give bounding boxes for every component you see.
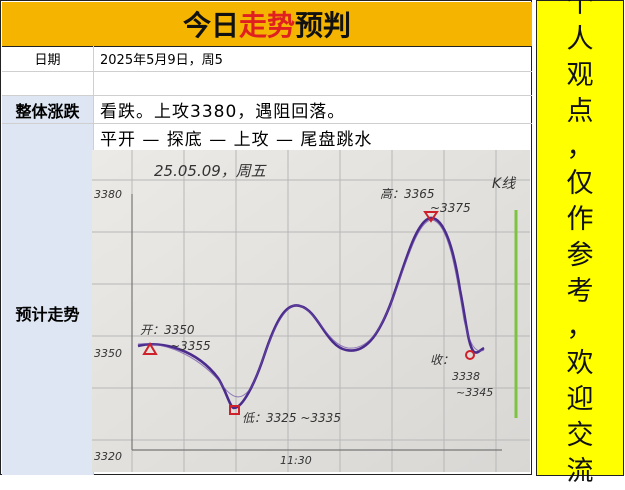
- forecast-row: 预计走势: [2, 151, 532, 475]
- title-highlight: 走势: [238, 9, 295, 42]
- close-marker: [465, 350, 475, 360]
- sidebar-char: 人: [566, 24, 594, 55]
- sidebar-char: 流: [566, 456, 594, 487]
- title-part1: 今日: [182, 9, 239, 42]
- y-label-top: 3380: [94, 188, 122, 201]
- close-note-2: 3338: [452, 370, 480, 383]
- sidebar-char: 仅: [566, 168, 594, 199]
- high-note-2: ~3375: [430, 201, 471, 215]
- sidebar-char: 作: [566, 204, 594, 235]
- open-note-2: ~3355: [170, 339, 211, 353]
- disclaimer-sidebar: 个人观点 ， 仅作参考 ， 欢迎交流: [536, 0, 624, 487]
- sidebar-char: 迎: [566, 384, 594, 415]
- sidebar-char: 观: [566, 60, 594, 91]
- open-note-1: 开：3350: [140, 323, 195, 337]
- sidebar-char: 参: [566, 240, 594, 271]
- close-note-3: ~3345: [456, 386, 493, 399]
- x-tick-label: 11:30: [280, 454, 312, 467]
- sidebar-char: 欢: [566, 348, 594, 379]
- low-marker: [229, 405, 240, 415]
- y-label-mid: 3350: [94, 347, 122, 360]
- sidebar-char: 交: [566, 420, 594, 451]
- forecast-curve-shadow: [137, 219, 485, 398]
- overall-label: 整体涨跌: [2, 96, 94, 123]
- sidebar-char: ，: [566, 132, 594, 163]
- title-part2: 预判: [295, 9, 352, 42]
- sketch-svg: 25.05.09，周五 K线 3380 3350 3320 11:30 开：33…: [92, 150, 530, 472]
- overall-line1: 看跌。上攻3380，遇阻回落。: [100, 102, 346, 122]
- overall-row-2: 平开 — 探底 — 上攻 — 尾盘跳水: [2, 124, 532, 151]
- forecast-curve: [137, 216, 485, 410]
- spacer-row: [2, 72, 532, 96]
- overall-line2: 平开 — 探底 — 上攻 — 尾盘跳水: [100, 130, 373, 150]
- date-row: 日期 2025年5月9日，周5: [2, 46, 532, 72]
- high-note-1: 高：3365: [380, 187, 435, 201]
- overall-label-ext: [2, 124, 94, 151]
- date-label: 日期: [2, 46, 94, 71]
- y-label-bottom: 3320: [94, 450, 122, 463]
- sketch-top-right: K线: [492, 176, 517, 192]
- sketch-header: 25.05.09，周五: [154, 162, 267, 180]
- close-note-1: 收：: [430, 353, 454, 367]
- high-marker: [423, 211, 439, 223]
- sketch-photo: 25.05.09，周五 K线 3380 3350 3320 11:30 开：33…: [92, 150, 530, 472]
- sidebar-char: ，: [566, 312, 594, 343]
- forecast-label: 预计走势: [2, 151, 94, 475]
- overall-row: 整体涨跌 看跌。上攻3380，遇阻回落。: [2, 96, 532, 124]
- date-value: 2025年5月9日，周5: [100, 53, 223, 68]
- low-note: 低：3325 ~3335: [242, 411, 341, 425]
- paper-background: [92, 150, 530, 472]
- spacer-cell-left: [2, 72, 94, 95]
- sidebar-char: 点: [566, 96, 594, 127]
- page-title: 今日 走势 预判: [2, 2, 532, 47]
- sidebar-char: 个: [566, 0, 594, 19]
- sidebar-char: 考: [566, 276, 594, 307]
- open-marker: [142, 342, 158, 355]
